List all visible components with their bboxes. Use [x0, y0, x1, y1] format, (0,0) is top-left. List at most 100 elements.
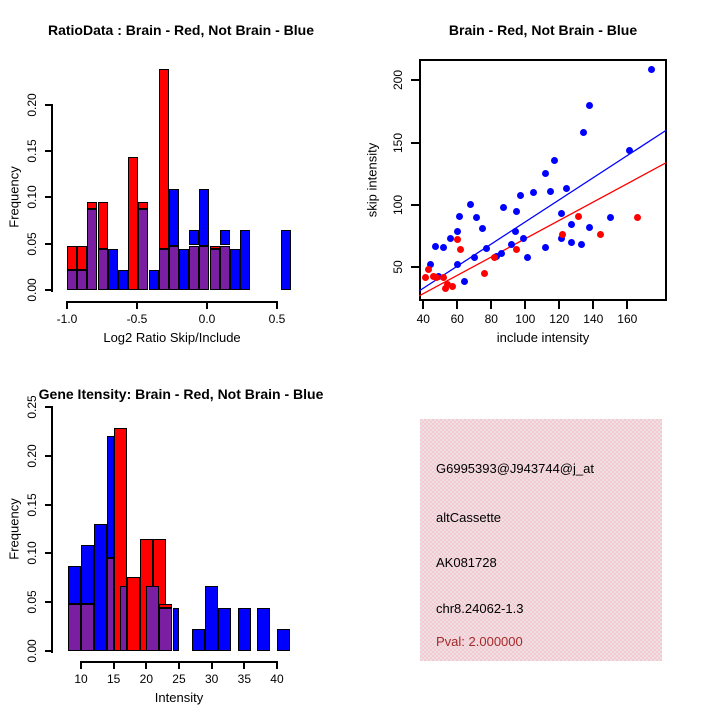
y-axis-tick [45, 503, 53, 506]
blue-data-point [557, 235, 565, 243]
x-tick-label: 120 [549, 312, 570, 326]
histogram-bar-red [209, 245, 220, 250]
histogram-bar-blue [189, 229, 200, 246]
x-tick-label: 40 [416, 312, 430, 326]
histogram-bar-red [158, 69, 169, 250]
x-tick-label: 0.5 [268, 312, 286, 326]
histogram-bar-red [159, 603, 173, 608]
y-tick-label: 0.00 [25, 639, 39, 663]
x-axis-tick [206, 301, 208, 309]
x-tick-label: 160 [617, 312, 638, 326]
histogram-bar-red [77, 245, 88, 270]
y-tick-label: 150 [391, 132, 405, 153]
red-data-point [634, 213, 641, 221]
y-axis-tick [45, 196, 53, 199]
probe-id-text: G6995393@J943744@j_at [436, 461, 594, 476]
y-axis-tick [411, 141, 419, 144]
histogram-bar-purple [107, 558, 114, 651]
blue-data-point [453, 227, 461, 235]
x-tick-label: 10 [74, 672, 88, 686]
blue-data-point [625, 146, 633, 154]
y-tick-label: 0.15 [25, 492, 39, 517]
scatter-title: Brain - Red, Not Brain - Blue [448, 22, 638, 38]
x-axis-tick [422, 301, 425, 309]
trend-lines-layer [418, 129, 667, 297]
intensity-histogram-panel: Gene Itensity: Brain - Red, Not Brain - … [0, 360, 360, 720]
histogram-bar-blue [230, 249, 241, 290]
histogram-bar-blue [280, 229, 291, 290]
blue-data-point [577, 241, 585, 249]
histogram-bar-blue [67, 566, 81, 604]
x-tick-label: 0.0 [198, 312, 216, 326]
histogram-bar-purple [81, 603, 95, 651]
blue-data-point [508, 241, 516, 249]
blue-data-point [455, 212, 463, 220]
scatter-panel: Brain - Red, Not Brain - Blue include in… [360, 0, 720, 360]
blue-data-point [513, 207, 521, 215]
histogram-bar-purple [97, 249, 108, 290]
y-tick-label: 0.25 [25, 395, 39, 419]
histogram-bar-red [67, 245, 78, 270]
red-data-point [491, 253, 499, 261]
scatter-x-axis-label: include intensity [496, 330, 590, 345]
y-axis-line [51, 407, 53, 653]
blue-data-point [557, 210, 565, 218]
histogram-bar-blue [237, 607, 251, 651]
blue-data-point [523, 253, 531, 261]
y-axis-tick [45, 289, 53, 291]
ratio-x-axis-label: Log2 Ratio Skip/Include [103, 330, 241, 345]
histogram-bar-red [126, 576, 140, 651]
y-tick-label: 0.10 [25, 185, 39, 209]
red-data-point [443, 281, 451, 289]
histogram-bar-blue [81, 544, 95, 604]
histogram-bar-blue [107, 249, 118, 290]
intensity-histogram-plot-area: 10 15 20 25 30 35 40 0.00 0.05 0.10 0.15 0.20 0.25 [0, 360, 360, 720]
accession-text: AK081728 [436, 555, 497, 570]
blue-data-point [499, 203, 507, 211]
histogram-bar-blue [257, 607, 271, 651]
blue-data-point [511, 227, 519, 235]
blue-data-point [516, 191, 524, 199]
x-tick-label: 80 [484, 312, 498, 326]
histogram-bar-purple [67, 603, 81, 651]
y-tick-label: 0.05 [25, 590, 39, 614]
blue-data-point [460, 277, 468, 285]
x-tick-label: 15 [106, 672, 121, 686]
y-axis-tick [45, 149, 53, 152]
histogram-bar-blue [172, 607, 179, 651]
blue-data-point [447, 235, 454, 243]
x-axis-tick [66, 301, 68, 309]
scatter-plot-area: 40 60 80 100 120 140 160 50 100 150 200 [360, 0, 720, 360]
pval-text: Pval: 2.000000 [436, 634, 523, 649]
red-data-point [453, 236, 461, 244]
blue-data-point [472, 213, 480, 221]
blue-data-point [547, 187, 555, 195]
blue-data-point [562, 185, 570, 193]
x-axis-tick [592, 301, 595, 309]
ratio-histogram-panel: RatioData : Brain - Red, Not Brain - Blu… [0, 0, 360, 360]
x-tick-label: 30 [204, 672, 219, 686]
y-axis-tick [45, 103, 53, 106]
red-data-point [433, 273, 441, 281]
histogram-bar-blue [118, 269, 129, 290]
y-axis-tick [45, 552, 53, 555]
red-data-point [421, 273, 429, 281]
ratio-histogram-title: RatioData : Brain - Red, Not Brain - Blu… [47, 22, 315, 38]
x-axis-tick [136, 301, 138, 309]
histogram-bar-blue [107, 436, 114, 559]
blue-data-point [567, 221, 575, 229]
x-axis-line [66, 301, 278, 303]
histogram-bar-blue [179, 249, 190, 290]
x-axis-tick [210, 661, 213, 669]
histogram-bar-purple [159, 607, 173, 651]
blue-data-point [567, 238, 575, 246]
blue-data-point [647, 65, 655, 73]
histogram-bar-purple [67, 269, 78, 290]
blue-data-point [426, 261, 434, 269]
x-tick-label: 25 [172, 672, 186, 686]
red-trend-line [418, 161, 667, 297]
event-type-text: altCassette [436, 510, 502, 525]
blue-data-point [440, 243, 448, 251]
locus-text: chr8.24062-1.3 [436, 601, 524, 616]
red-data-point [481, 270, 488, 277]
